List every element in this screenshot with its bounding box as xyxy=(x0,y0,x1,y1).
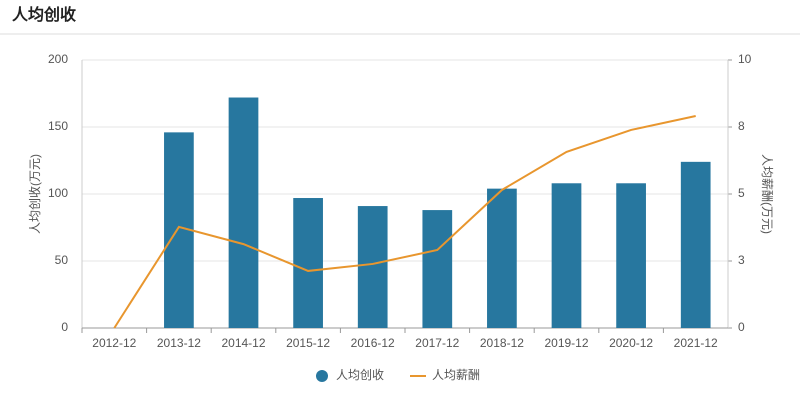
x-tick-label: 2015-12 xyxy=(286,336,330,350)
bar xyxy=(616,183,646,328)
y2-tick-label: 5 xyxy=(738,186,745,200)
legend-label: 人均创收 xyxy=(336,368,384,382)
x-tick-label: 2013-12 xyxy=(157,336,201,350)
bar xyxy=(422,210,453,328)
y2-axis-label: 人均薪酬(万元) xyxy=(760,154,774,234)
y2-tick-label: 0 xyxy=(738,320,745,334)
x-tick-label: 2019-12 xyxy=(544,336,588,350)
y2-tick-label: 8 xyxy=(738,119,745,133)
x-tick-label: 2021-12 xyxy=(674,336,718,350)
y-tick-label: 100 xyxy=(48,186,68,200)
bar xyxy=(228,97,259,329)
x-tick-label: 2014-12 xyxy=(221,336,265,350)
x-tick-label: 2018-12 xyxy=(480,336,524,350)
y-tick-label: 0 xyxy=(61,320,68,334)
x-tick-label: 2020-12 xyxy=(609,336,653,350)
bar xyxy=(293,198,323,328)
y-tick-label: 50 xyxy=(55,253,69,267)
bar xyxy=(680,161,711,328)
x-tick-label: 2012-12 xyxy=(92,336,136,350)
x-tick-label: 2017-12 xyxy=(415,336,459,350)
y-tick-label: 150 xyxy=(48,119,68,133)
legend-label: 人均薪酬 xyxy=(432,368,480,382)
y2-tick-label: 10 xyxy=(738,52,752,66)
x-tick-label: 2016-12 xyxy=(351,336,395,350)
bar xyxy=(551,183,582,328)
y-axis-label: 人均创收(万元) xyxy=(28,154,42,234)
bar xyxy=(487,188,517,328)
y2-tick-label: 3 xyxy=(738,253,745,267)
y-tick-label: 200 xyxy=(48,52,68,66)
legend-marker xyxy=(316,370,328,382)
chart-title: 人均创收 xyxy=(12,5,76,24)
line xyxy=(113,115,696,329)
bar xyxy=(357,206,388,328)
